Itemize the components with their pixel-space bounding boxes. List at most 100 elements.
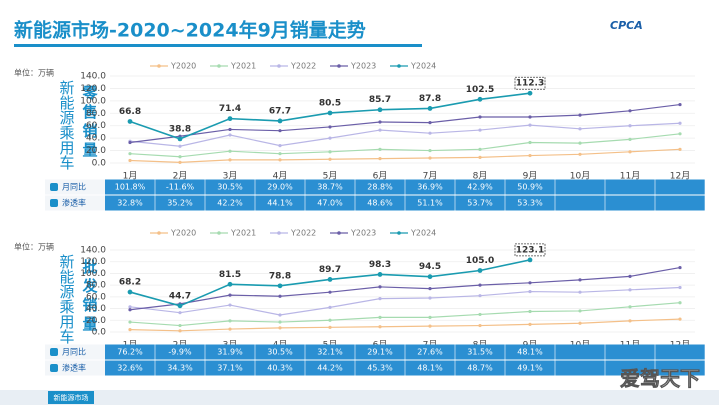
series-point [127, 119, 133, 124]
legend-label: Y2023 [350, 62, 376, 71]
y-tick-label: 20.0 [86, 316, 106, 326]
series-point [378, 120, 382, 124]
y-tick-label: 20.0 [86, 146, 106, 156]
series-point [478, 294, 482, 298]
series-point [327, 110, 333, 116]
series-point [428, 296, 432, 300]
series-point [128, 152, 132, 156]
series-point [278, 294, 282, 298]
table-cell: 29.0% [267, 183, 293, 192]
table-cell: 30.5% [267, 348, 293, 357]
table-cell: 44.1% [267, 199, 293, 208]
data-label: 89.7 [319, 265, 341, 275]
series-point [628, 137, 632, 141]
series-point [278, 313, 282, 317]
y-tick-label: 140.0 [80, 72, 106, 82]
series-point [427, 274, 433, 280]
series-point [178, 329, 182, 333]
series-point [178, 323, 182, 328]
table-cell: 42.2% [217, 199, 243, 208]
series-point [128, 158, 132, 163]
table-cell: 49.1% [517, 364, 543, 373]
data-label: 67.7 [269, 106, 291, 116]
table-row-label: 月同比 [62, 347, 86, 357]
y-tick-label: 60.0 [86, 121, 106, 131]
series-point [578, 290, 582, 294]
series-point [628, 305, 632, 309]
x-tick-label: 8月 [473, 171, 488, 182]
unit-label: 单位：万辆 [14, 68, 54, 78]
table-cell: 36.9% [417, 183, 443, 192]
series-point [127, 289, 133, 295]
data-label: 68.2 [119, 278, 141, 288]
data-label: 102.5 [466, 85, 494, 95]
series-point [528, 309, 532, 314]
series-point [278, 158, 282, 162]
series-point [177, 303, 183, 309]
table-cell: 53.3% [517, 199, 543, 208]
series-line [129, 318, 681, 332]
legend-label: Y2022 [290, 229, 316, 238]
data-label: 123.1 [516, 245, 544, 255]
series-point [378, 297, 382, 301]
unit-label: 单位：万辆 [14, 242, 54, 252]
series-point [478, 155, 482, 160]
x-tick-label: 6月 [373, 171, 388, 182]
series-point [428, 324, 432, 328]
series-line [129, 122, 681, 147]
table-cell: 51.1% [417, 199, 443, 208]
series-point [328, 150, 332, 154]
nav-tab[interactable] [48, 391, 94, 404]
y-tick-label: 40.0 [86, 134, 106, 144]
data-label: 66.8 [119, 107, 141, 117]
series-point [378, 325, 382, 329]
table-cell: 48.1% [417, 364, 443, 373]
table-cell: 40.3% [267, 364, 293, 373]
page-title: 新能源市场-2020~2024年9月销量走势 [14, 19, 366, 42]
series-point [578, 127, 582, 131]
series-point [428, 287, 432, 291]
series-point [478, 147, 482, 151]
series-point [228, 303, 232, 307]
table-row-label: 渗透率 [62, 363, 86, 373]
series-point [228, 319, 232, 323]
table-icon [50, 183, 58, 191]
series-point [678, 132, 682, 136]
label-box [514, 76, 546, 90]
series-point [377, 107, 383, 113]
nav-bar [0, 390, 719, 405]
series-point [228, 293, 232, 297]
series-point [178, 311, 182, 315]
data-label: 87.8 [419, 94, 441, 104]
legend-dot [157, 64, 161, 68]
series-point [178, 160, 182, 164]
series-point [128, 308, 132, 312]
series-point [328, 157, 332, 161]
data-label: 78.8 [269, 271, 291, 281]
series-point [678, 265, 682, 270]
x-tick-label: 3月 [223, 171, 238, 182]
table-icon [50, 199, 58, 207]
series-point [328, 305, 332, 309]
legend-label: Y2020 [170, 62, 196, 71]
series-point [128, 328, 132, 332]
table-cell: 45.3% [367, 364, 393, 373]
nav-tab-label[interactable]: 新能源市场 [54, 393, 89, 402]
series-line [129, 302, 681, 327]
side-label: 新能源乘用车 [58, 80, 76, 170]
table-cell: 31.9% [217, 348, 243, 357]
table-icon [50, 348, 58, 356]
y-tick-label: 100.0 [80, 96, 106, 106]
legend-dot [217, 231, 221, 235]
table-cell: 42.9% [467, 183, 493, 192]
y-tick-label: 100.0 [80, 269, 106, 279]
x-tick-label: 12月 [670, 171, 690, 182]
series-point [328, 325, 332, 329]
series-point [278, 152, 282, 156]
series-point [578, 278, 582, 282]
series-point [378, 315, 382, 319]
series-point [278, 144, 282, 148]
series-point [228, 327, 232, 331]
series-point [528, 115, 532, 119]
legend-label: Y2021 [230, 229, 256, 238]
